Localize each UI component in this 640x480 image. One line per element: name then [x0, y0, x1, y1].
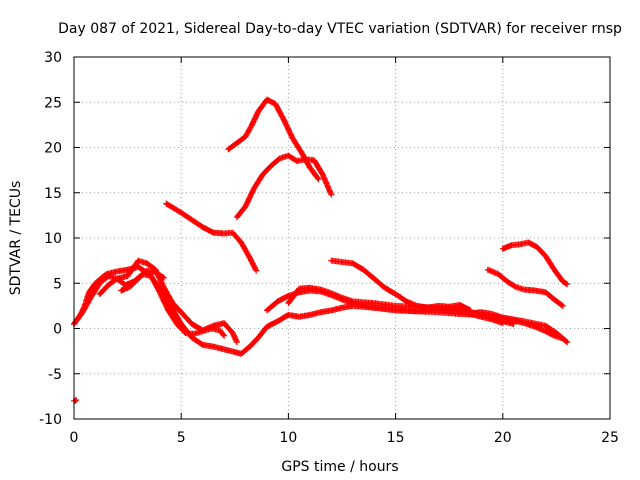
y-tick-label: 25: [44, 95, 62, 111]
series-group: [71, 96, 571, 404]
marker-trace: [71, 264, 571, 357]
x-tick-label: 10: [279, 430, 297, 446]
series-sat-track-14: [467, 309, 566, 342]
y-axis-label: SDTVAR / TECUs: [8, 181, 24, 296]
series-sat-track-8: [233, 152, 335, 221]
y-tick-label: 0: [53, 322, 62, 338]
marker-trace: [499, 239, 571, 288]
series-sat-track-7: [225, 96, 322, 183]
ticks: 0 5 10 15 20 25 -10 -5 0 5 10 15 20 25 30: [39, 50, 619, 446]
x-tick-label: 20: [494, 430, 512, 446]
grid: [74, 57, 610, 419]
series-sat-track-5: [118, 267, 167, 294]
x-tick-label: 0: [70, 430, 79, 446]
marker-trace: [163, 200, 260, 274]
x-tick-label: 5: [177, 430, 186, 446]
y-tick-label: -5: [48, 367, 62, 383]
marker-trace: [96, 257, 240, 346]
chart-title: Day 087 of 2021, Sidereal Day-to-day VTE…: [58, 21, 622, 37]
series-sat-track-2: [71, 264, 571, 357]
marker-trace: [225, 96, 322, 183]
y-tick-label: 30: [44, 50, 62, 66]
series-sat-track-11: [328, 257, 474, 314]
series-sat-track-12: [484, 266, 566, 309]
series-sat-track-1: [71, 397, 80, 404]
y-tick-label: -10: [39, 412, 62, 428]
marker-trace: [467, 309, 566, 342]
x-axis-label: GPS time / hours: [281, 459, 398, 475]
series-sat-track-6: [163, 200, 260, 274]
series-sat-track-10: [285, 284, 506, 327]
x-tick-label: 25: [601, 430, 619, 446]
series-sat-track-4: [96, 257, 240, 346]
marker-trace: [328, 257, 474, 314]
y-tick-label: 15: [44, 186, 62, 202]
x-tick-label: 15: [387, 430, 405, 446]
marker-trace: [285, 284, 506, 327]
y-tick-label: 20: [44, 141, 62, 157]
marker-trace: [484, 266, 566, 309]
marker-trace: [118, 267, 167, 294]
marker-trace: [71, 397, 80, 404]
y-tick-label: 10: [44, 231, 62, 247]
series-sat-track-13: [499, 239, 571, 288]
y-tick-label: 5: [53, 276, 62, 292]
marker-trace: [233, 152, 335, 221]
